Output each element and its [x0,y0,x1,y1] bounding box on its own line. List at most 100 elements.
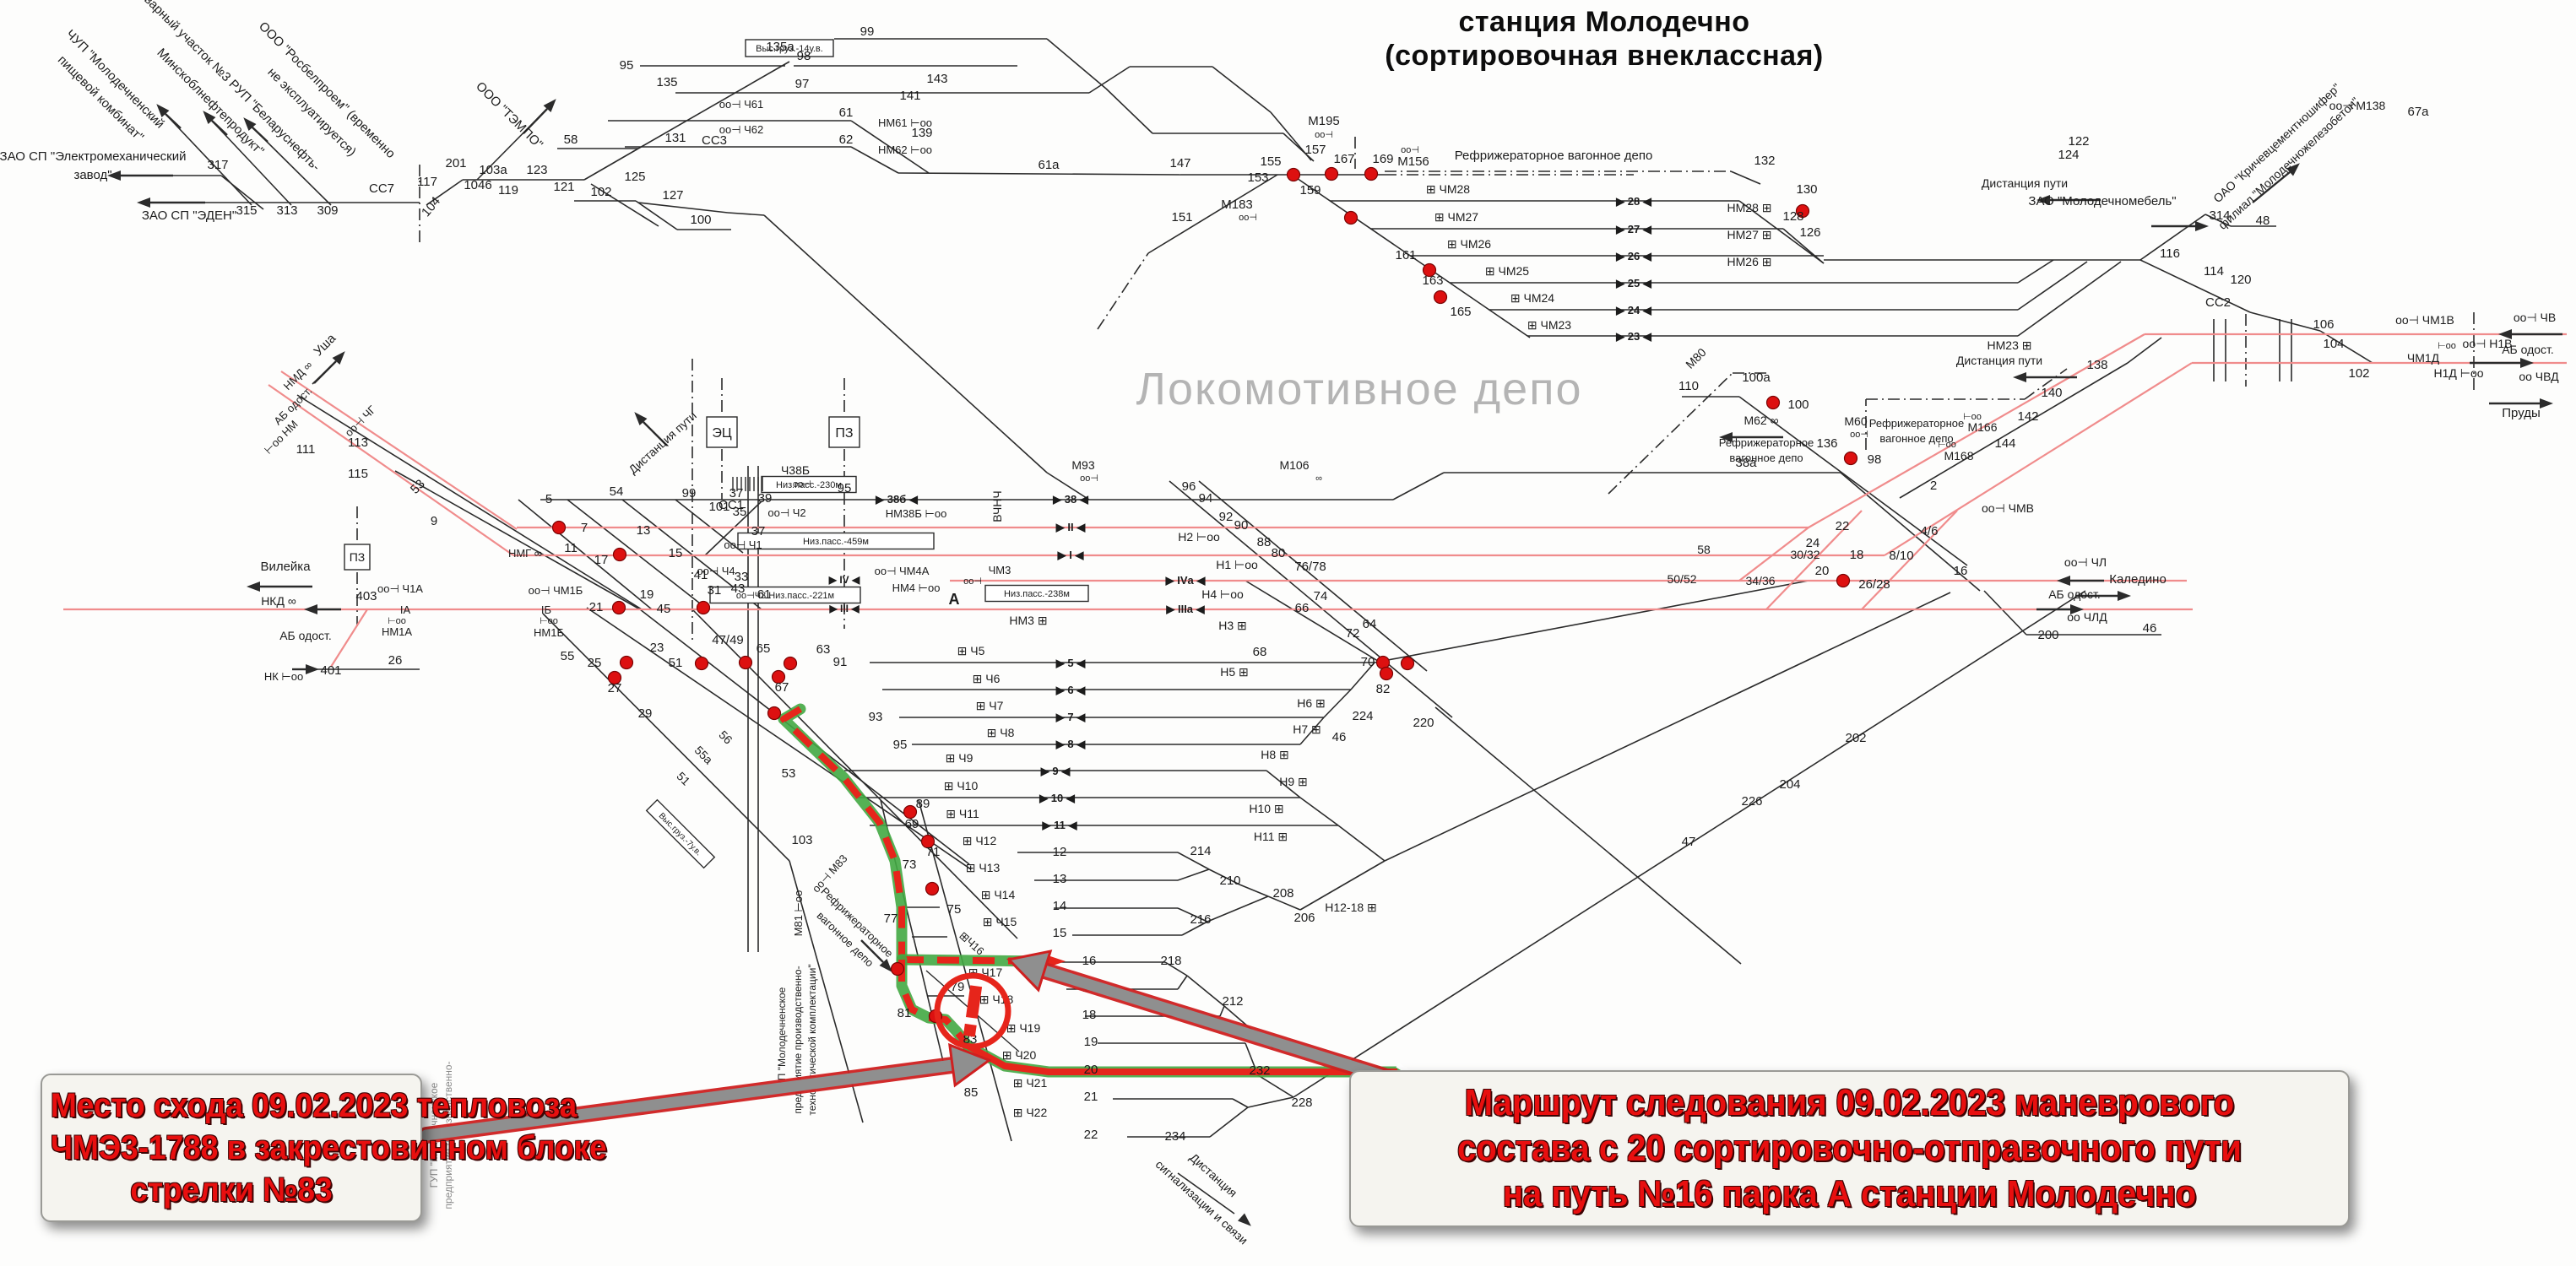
diagram-label: ⊞ Ч6 [973,672,1001,685]
diagram-label: 226 [1741,794,1762,809]
track-line [296,394,643,610]
diagram-label: 5 [545,492,552,506]
track-line [1164,961,1188,977]
diagram-label: 102 [2348,366,2369,381]
diagram-label: Н2 ⊢оо [1178,530,1220,544]
diagram-label: ⊞ Ч14 [981,888,1016,901]
occupied-dot-icon [1286,167,1301,182]
direction-arrow-shaft [165,113,182,129]
diagram-label: 202 [1845,731,1866,745]
track-line [1105,88,1153,134]
diagram-label: 204 [1779,777,1800,792]
diagram-label: оо⊣ Ч61 [719,98,764,111]
diagram-label: 88 [1257,535,1272,549]
diagram-label: 95 [893,738,908,752]
track-line [586,607,832,775]
track-line [1088,66,1131,94]
platform-hatch [732,477,763,491]
diagram-label: 113 [348,436,368,450]
track-line [1899,362,2129,499]
diagram-label: ЗАО СП "Электромеханический [0,149,186,164]
diagram-label: 27 [608,681,622,695]
diagram-label: 144 [1994,436,2015,451]
diagram-label: ЧМ3 [989,564,1011,576]
track-line [1299,717,1325,745]
diagram-label: ∞ [1315,473,1322,484]
occupied-dot-icon [738,655,753,670]
diagram-label: Дистанция пути [626,408,699,476]
diagram-label: ОАО "Кричевцементношифер" [2210,80,2343,205]
track-line [1266,770,1301,798]
label-box-text: Низ.пасс.-238м [1004,589,1070,599]
diagram-label: 62 [839,133,854,147]
diagram-label: 106 [2313,317,2334,332]
occupied-dot-icon [611,600,626,615]
track-line [1782,228,1825,264]
diagram-label: предприятие производственно- [792,966,804,1113]
diagram-label: оо⊣ ЧВ [2514,311,2556,324]
diagram-label: НМ23 ⊞ [1988,338,2032,352]
track-line [2017,261,2122,337]
diagram-label: 51 [669,656,683,670]
track-line [1350,662,1375,690]
diagram-label: 218 [1160,954,1181,968]
main-track-line [268,384,514,556]
pointer-arrow-head [1006,950,1053,993]
diagram-label: 55а [692,744,716,767]
diagram-label: Каледино [2109,572,2167,587]
diagram-label: ▶ 25 ◀ [1615,277,1652,289]
diagram-label: 167 [1333,152,1354,166]
boundary-line [2024,368,2068,400]
label-box [706,416,738,448]
diagram-label: Н9 ⊞ [1279,775,1308,788]
diagram-label: оо⊣ ЧЛ [2064,555,2107,569]
track-line [1212,66,1272,113]
diagram-label: 11 [564,541,578,555]
diagram-label: 61 [757,587,772,602]
track-line [1186,975,1225,1007]
track-line [1198,480,1428,672]
diagram-label: 127 [662,188,683,203]
diagram-label: 228 [1291,1096,1312,1110]
diagram-label: оо⊣ Ч1 [724,538,762,551]
diagram-label: ▶ 11 ◀ [1042,819,1078,831]
diagram-label: 216 [1190,912,1211,927]
label-box [709,586,861,604]
track-line [637,202,729,214]
diagram-label: 55 [561,649,575,663]
diagram-label: ⊞Ч16 [957,929,986,958]
direction-arrow-icon [2070,604,2084,614]
diagram-label: 139 [911,126,932,140]
track-line [1181,921,1208,936]
diagram-label: 93 [869,710,883,724]
occupied-dot-icon [694,656,709,671]
pointer-arrow-shaft [420,1059,958,1141]
diagram-label: оо⊣ [1315,130,1333,140]
diagram-label: М168 [1944,449,1973,463]
diagram-label: 123 [526,163,547,177]
framed-label: Низ.пасс.-230м [761,475,857,494]
diagram-label: НМ1А [382,625,412,638]
diagram-label: ⊞ Ч22 [1013,1106,1048,1119]
diagram-label: 89 [916,797,930,811]
occupied-dot-icon [607,670,622,685]
track-line [2139,214,2206,261]
track-line [1293,590,2086,1098]
diagram-label: ⊞ Ч21 [1013,1076,1048,1090]
occupied-dot-icon [551,520,567,535]
diagram-label: Н11 ⊞ [1254,830,1288,843]
diagram-label: 43 [731,582,746,596]
diagram-label: М62 ∞ [1744,414,1778,427]
diagram-label: ⊞ Ч19 [1006,1021,1041,1035]
diagram-label: 17 [594,553,609,567]
diagram-label: ▶ 8 ◀ [1055,738,1086,750]
diagram-label: 30/32 [1790,548,1819,561]
label-box-text: ПЗ [350,550,366,564]
diagram-label: ЧМ1Д [2407,351,2440,365]
diagram-label: ⊢оо [2438,341,2456,351]
diagram-label: 64 [1363,617,1377,631]
diagram-label: 206 [1293,911,1315,925]
main-track-line [1808,333,2145,528]
diagram-label: ⊞ Ч11 [946,807,979,820]
diagram-label: 143 [926,72,947,86]
